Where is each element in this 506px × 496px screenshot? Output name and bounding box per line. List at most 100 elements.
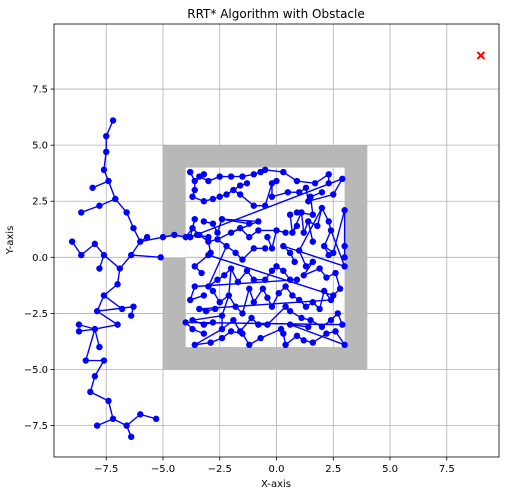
tree-node: [314, 222, 321, 230]
tree-edge: [283, 245, 345, 267]
tree-edge: [81, 205, 100, 214]
tree-nodes: [68, 117, 348, 441]
tree-node: [264, 233, 271, 241]
y-axis-ticks: −7.5 −5.0 −2.5 0.0 2.5 5.0 7.5: [24, 85, 54, 432]
tree-node: [216, 193, 223, 200]
tree-edge: [103, 254, 121, 270]
tree-node: [282, 303, 289, 310]
tree-node: [68, 238, 76, 245]
tree-node: [286, 211, 294, 218]
tree-node: [268, 267, 276, 274]
tree-node: [341, 341, 348, 349]
tree-node: [91, 240, 99, 248]
tree-node: [191, 215, 198, 223]
tree-node: [293, 276, 301, 283]
tree-node: [75, 321, 83, 328]
tree-node: [232, 303, 239, 310]
tree-node: [227, 265, 235, 272]
tree-node: [214, 236, 221, 243]
tree-node: [221, 272, 228, 279]
tree-edge: [291, 212, 303, 233]
tree-edge: [140, 236, 164, 243]
tree-node: [109, 415, 117, 423]
tree-node: [255, 321, 262, 328]
tree-node: [205, 177, 212, 185]
tree-node: [261, 202, 269, 209]
tree-node: [327, 296, 335, 304]
tree-node: [243, 180, 251, 187]
tree-edge: [221, 218, 259, 223]
tree-node: [296, 247, 303, 254]
tree-node: [93, 307, 101, 315]
tree-edge: [97, 305, 134, 312]
tree-node: [232, 249, 239, 257]
tree-node: [298, 314, 305, 322]
tree-node: [268, 193, 276, 200]
tree-node: [200, 171, 208, 178]
tree-node: [293, 332, 301, 340]
tree-node: [209, 319, 217, 326]
tree-node: [261, 166, 269, 174]
x-tick-label: −5.0: [151, 464, 175, 475]
tree-node: [230, 186, 237, 194]
tree-node: [305, 218, 312, 225]
tree-node: [123, 209, 130, 216]
tree-node: [273, 177, 280, 185]
tree-edge: [264, 183, 273, 206]
y-tick-label: −5.0: [24, 365, 48, 376]
tree-node: [189, 325, 196, 333]
tree-node: [246, 220, 253, 227]
tree-node: [100, 357, 108, 364]
tree-node: [280, 267, 287, 274]
tree-node: [236, 191, 244, 198]
tree-node: [339, 321, 346, 328]
tree-edge: [207, 245, 228, 287]
tree-node: [309, 238, 317, 245]
x-axis-label: X-axis: [261, 479, 291, 490]
tree-node: [234, 278, 242, 286]
tree-node: [332, 269, 339, 277]
tree-node: [157, 254, 164, 261]
tree-node: [250, 245, 257, 252]
tree-node: [91, 373, 99, 380]
tree-node: [191, 341, 198, 349]
tree-node: [268, 245, 276, 252]
tree-node: [302, 303, 310, 310]
tree-node: [87, 388, 94, 396]
tree-node: [191, 283, 198, 290]
tree-node: [280, 242, 287, 250]
tree-node: [187, 296, 194, 304]
tree-node: [320, 242, 328, 250]
tree-edge: [289, 323, 345, 346]
tree-node: [259, 285, 267, 292]
tree-node: [323, 274, 330, 281]
tree-node: [223, 191, 230, 198]
tree-node: [257, 334, 264, 342]
tree-node: [100, 166, 108, 174]
x-tick-label: 7.5: [439, 464, 455, 475]
tree-node: [103, 148, 110, 156]
tree-node: [211, 305, 219, 313]
tree-node: [159, 233, 167, 241]
tree-node: [318, 204, 326, 212]
tree-node: [246, 285, 253, 292]
tree-node: [103, 132, 110, 140]
tree-node: [275, 290, 282, 297]
tree-node: [325, 218, 332, 225]
tree-node: [296, 189, 303, 196]
tree-node: [82, 357, 89, 364]
tree-node: [207, 339, 214, 346]
tree-node: [296, 296, 303, 304]
tree-node: [196, 305, 203, 313]
tree-node: [334, 310, 342, 317]
tree-node: [311, 180, 319, 187]
y-axis-label: Y-axis: [5, 226, 16, 256]
tree-node: [261, 276, 269, 283]
tree-node: [286, 321, 294, 328]
tree-node: [341, 263, 348, 270]
tree-edge: [221, 295, 230, 316]
obstacle-opening: [162, 237, 186, 258]
tree-node: [152, 415, 160, 423]
tree-edge: [330, 230, 346, 267]
